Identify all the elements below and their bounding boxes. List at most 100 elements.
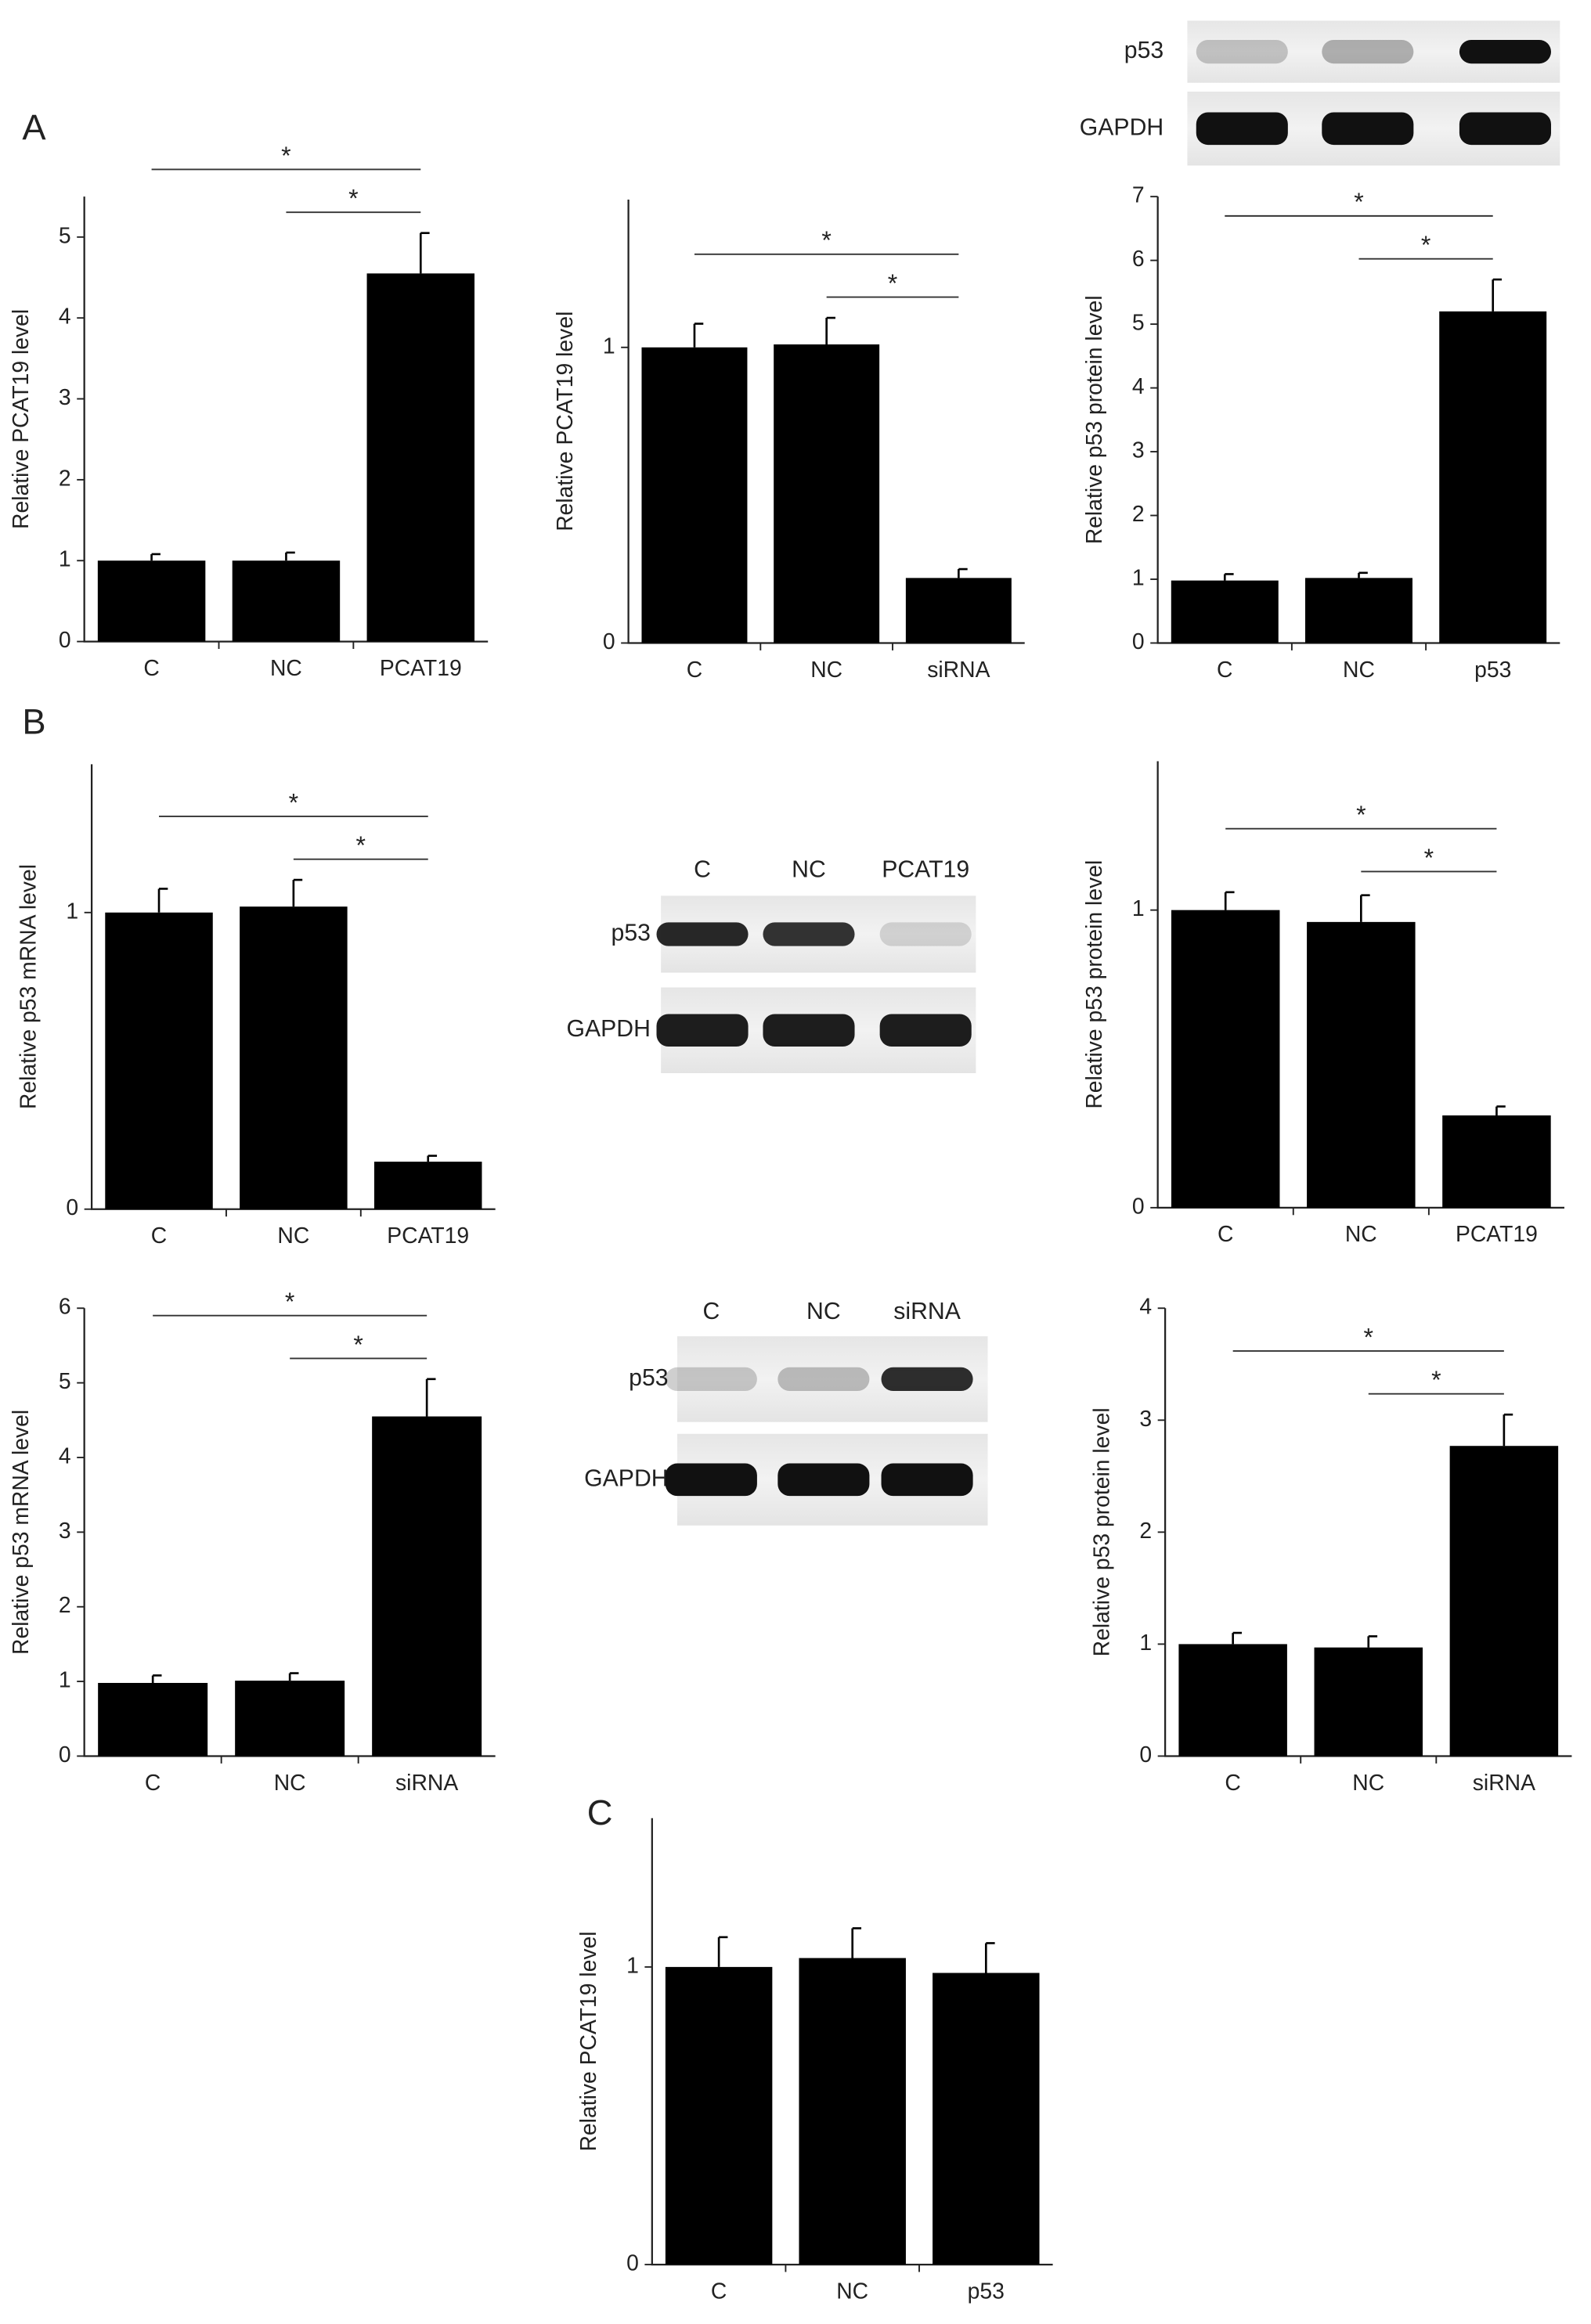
x-tick-label: C (143, 656, 159, 681)
y-axis-label: Relative PCAT19 level (553, 312, 578, 531)
y-tick-label: 1 (1139, 1630, 1152, 1656)
significance-label: * (285, 1288, 295, 1316)
bar (1442, 1115, 1551, 1208)
row-label: GAPDH (567, 1016, 651, 1042)
y-tick-label: 3 (1132, 438, 1145, 463)
error-bar (151, 1674, 162, 1684)
significance-label: * (1356, 801, 1366, 829)
lane-label: C (702, 1299, 720, 1324)
y-tick-label: 1 (626, 1953, 639, 1978)
bar (105, 912, 213, 1209)
bar (98, 1683, 208, 1757)
band (665, 1463, 757, 1497)
error-bar (1232, 1631, 1242, 1645)
lane-label: NC (806, 1299, 841, 1324)
x-tick-label: C (711, 2279, 727, 2304)
y-tick-label: 3 (59, 1519, 71, 1544)
band (881, 1367, 973, 1392)
y-tick-label: 2 (59, 1593, 71, 1618)
error-bar (1223, 573, 1234, 581)
x-tick-label: PCAT19 (380, 656, 462, 681)
error-bar (419, 232, 430, 274)
error-bar (1367, 1635, 1378, 1648)
x-tick-label: NC (274, 1771, 306, 1796)
error-bar (1224, 891, 1235, 910)
y-axis-label: Relative PCAT19 level (576, 1931, 601, 2151)
bar (97, 560, 206, 642)
band (1459, 39, 1551, 64)
bar (240, 906, 348, 1209)
band (881, 1463, 973, 1497)
y-tick-label: 2 (1132, 502, 1145, 527)
x-tick-label: siRNA (395, 1771, 458, 1796)
error-bar (288, 1672, 299, 1681)
bar (799, 1958, 906, 2265)
x-tick-label: p53 (1474, 658, 1511, 683)
x-tick-label: C (1217, 658, 1232, 683)
error-bar (825, 316, 835, 345)
bar (774, 344, 880, 643)
y-tick-label: 5 (59, 1369, 71, 1394)
band (1459, 112, 1551, 146)
significance-label: * (1424, 844, 1434, 872)
significance-label: * (1354, 188, 1363, 216)
y-tick-label: 2 (1139, 1519, 1152, 1544)
y-axis-label: Relative p53 mRNA level (16, 864, 41, 1109)
y-tick-label: 6 (1132, 247, 1145, 272)
band (1322, 39, 1414, 64)
error-bar (157, 888, 168, 913)
error-bar (425, 1378, 436, 1417)
bar (232, 560, 341, 642)
y-tick-label: 5 (59, 223, 71, 248)
y-tick-label: 6 (59, 1295, 71, 1320)
error-bar (693, 322, 704, 348)
significance-label: * (1421, 231, 1431, 259)
x-tick-label: NC (1345, 1222, 1377, 1247)
band (763, 922, 855, 946)
error-bar (1358, 571, 1368, 578)
y-tick-label: 3 (1139, 1407, 1152, 1432)
significance-label: * (353, 1331, 363, 1359)
y-axis-label: Relative p53 protein level (1089, 1407, 1114, 1656)
significance-label: * (281, 142, 291, 170)
significance-label: * (356, 831, 366, 859)
bar (905, 578, 1012, 643)
band (879, 922, 972, 946)
x-tick-label: PCAT19 (387, 1223, 469, 1248)
bar (1171, 910, 1280, 1208)
significance-label: * (821, 226, 832, 254)
bar (366, 273, 475, 642)
panel-label: B (22, 701, 45, 741)
bar (235, 1681, 345, 1757)
y-tick-label: 3 (59, 385, 71, 410)
y-tick-label: 1 (603, 333, 615, 359)
bar (1439, 311, 1547, 643)
bar (1314, 1647, 1423, 1757)
x-tick-label: PCAT19 (1456, 1222, 1538, 1247)
band (1322, 112, 1414, 146)
bar (1449, 1446, 1559, 1757)
x-tick-label: NC (810, 658, 842, 683)
error-bar (1360, 894, 1370, 922)
band (879, 1014, 972, 1047)
x-tick-label: p53 (968, 2279, 1005, 2304)
significance-label: * (1431, 1366, 1441, 1394)
y-tick-label: 0 (603, 629, 615, 654)
y-tick-label: 0 (66, 1195, 78, 1220)
y-tick-label: 0 (59, 628, 71, 653)
y-axis-label: Relative PCAT19 level (9, 309, 34, 529)
significance-label: * (289, 788, 299, 816)
error-bar (1492, 278, 1503, 312)
band (1196, 112, 1288, 146)
band (656, 922, 749, 946)
y-tick-label: 4 (59, 1443, 71, 1468)
y-tick-label: 1 (66, 899, 78, 924)
x-tick-label: C (1218, 1222, 1233, 1247)
y-tick-label: 4 (59, 304, 71, 330)
x-tick-label: C (151, 1223, 167, 1248)
y-tick-label: 4 (1139, 1295, 1152, 1320)
bar (1178, 1644, 1287, 1757)
y-tick-label: 4 (1132, 374, 1145, 399)
error-bar (427, 1155, 438, 1162)
